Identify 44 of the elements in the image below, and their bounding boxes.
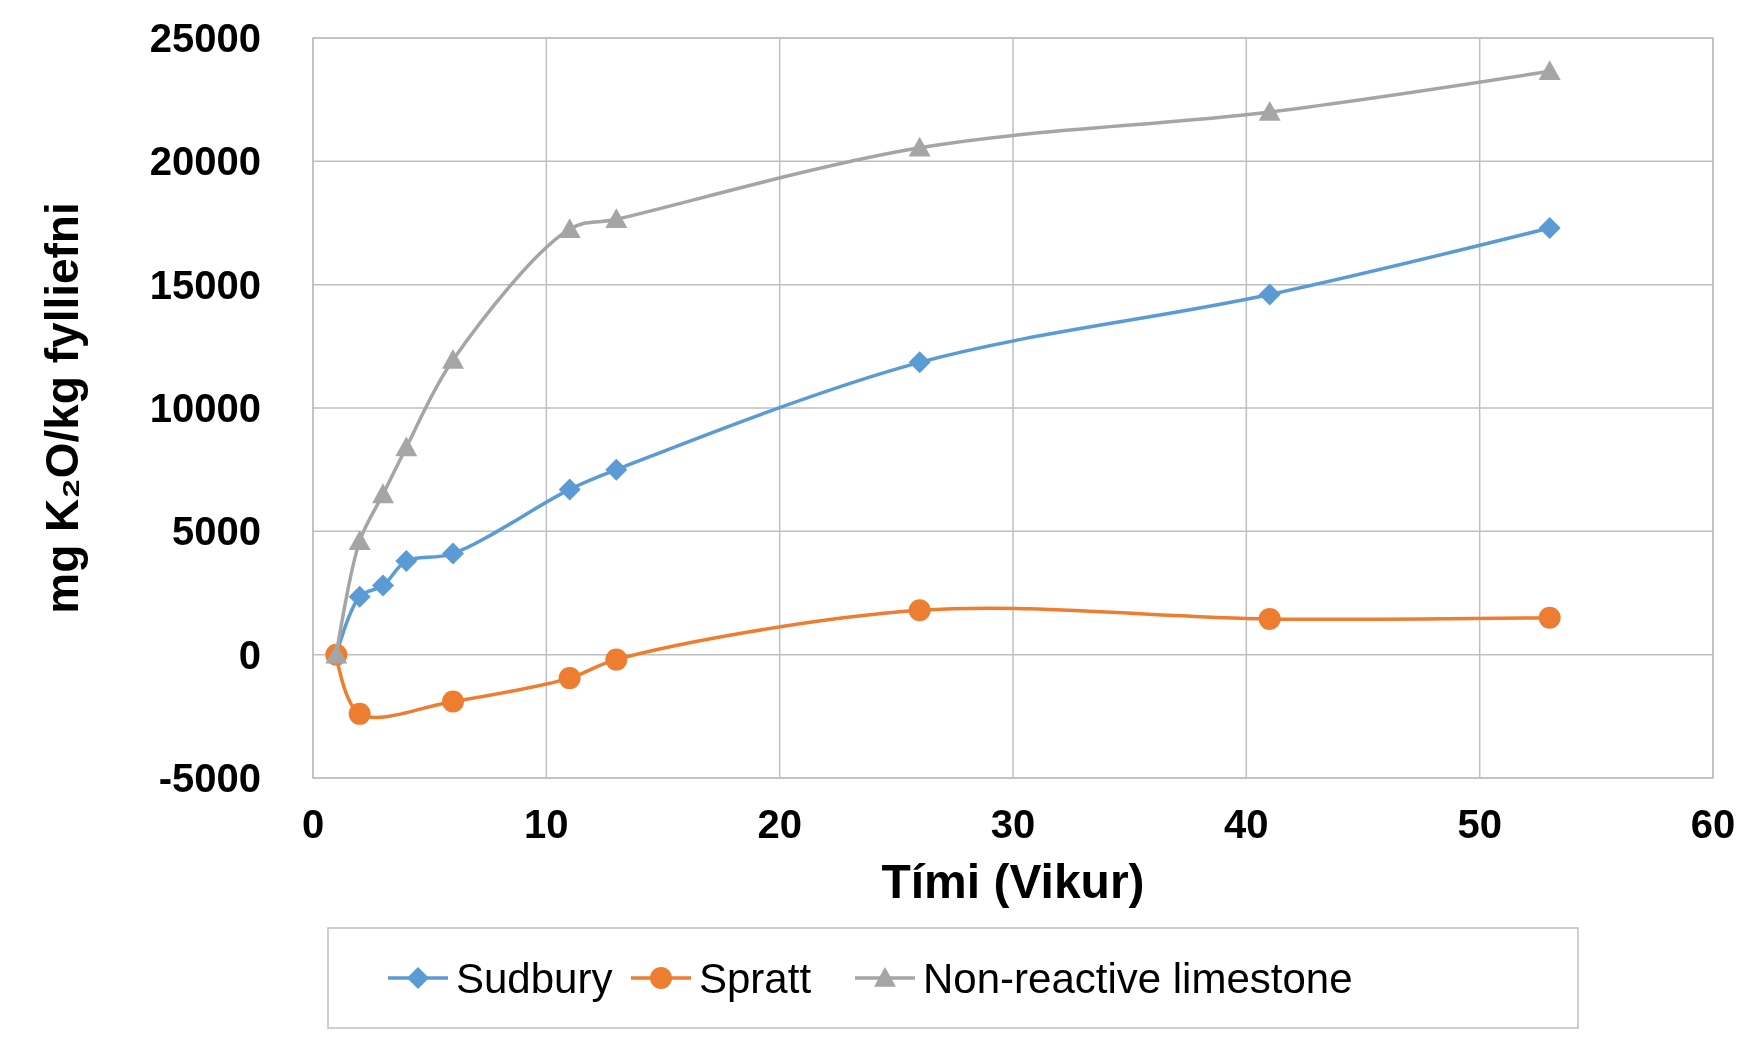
point (442, 690, 464, 713)
x-tick-label: 10 (524, 802, 569, 846)
point (908, 599, 931, 622)
point (908, 351, 931, 374)
point (395, 436, 418, 457)
x-tick-label: 30 (990, 802, 1036, 846)
point (558, 667, 581, 690)
x-axis-title: Tími (Vikur) (881, 855, 1145, 908)
point (908, 136, 931, 157)
point (558, 218, 581, 238)
x-tick-label: 0 (301, 802, 325, 846)
x-tick-label: 50 (1457, 802, 1502, 846)
point (1258, 607, 1281, 630)
y-tick-label: 20000 (149, 139, 261, 184)
point (348, 530, 371, 550)
legend-label: Sudbury (456, 954, 613, 1002)
x-tick-label: 60 (1690, 802, 1736, 846)
point (348, 585, 371, 608)
legend-label: Spratt (699, 954, 812, 1002)
legend-label: Non-reactive limestone (923, 954, 1353, 1002)
point (442, 348, 464, 369)
point (395, 549, 418, 572)
y-tick-label: -5000 (158, 756, 261, 800)
point (442, 542, 464, 565)
point (372, 574, 394, 597)
y-tick-label: 5000 (172, 509, 261, 554)
point (605, 648, 628, 671)
point (1538, 216, 1561, 239)
x-tick-label: 40 (1224, 802, 1269, 846)
point (372, 483, 394, 504)
point (605, 458, 628, 481)
point (1538, 60, 1561, 81)
point (348, 702, 371, 725)
point (558, 478, 581, 501)
y-axis-title: mg K₂O/kg fylliefni (36, 202, 88, 614)
point (1258, 283, 1281, 306)
point (605, 208, 628, 229)
y-tick-label: 25000 (149, 16, 261, 60)
y-tick-label: 0 (238, 632, 261, 677)
y-tick-label: 15000 (149, 262, 261, 307)
point (1258, 101, 1281, 121)
point (1538, 606, 1561, 629)
x-tick-label: 20 (757, 802, 802, 846)
y-tick-label: 10000 (149, 386, 261, 430)
